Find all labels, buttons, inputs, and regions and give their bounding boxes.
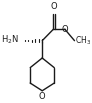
Text: H$_2$N: H$_2$N <box>1 34 19 46</box>
Text: O: O <box>50 2 57 11</box>
Text: O: O <box>39 92 46 101</box>
Text: O: O <box>61 25 68 34</box>
Text: CH$_3$: CH$_3$ <box>75 34 91 47</box>
